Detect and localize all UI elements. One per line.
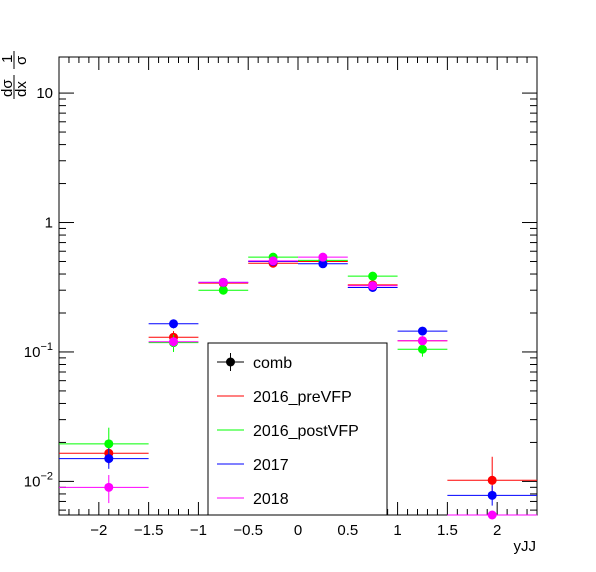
y-tick-label-base: 10 [24, 344, 41, 361]
y-axis-title: 1 σ dσ dx [0, 51, 30, 99]
legend-marker [226, 357, 235, 367]
data-point [169, 337, 179, 347]
series-2018 [59, 252, 537, 520]
data-point [104, 439, 114, 449]
y-tick-label: 10−2 [24, 470, 53, 490]
data-point [417, 344, 427, 354]
legend-label: 2016_preVFP [253, 389, 352, 406]
x-tick-label: −1.5 [134, 522, 164, 539]
x-tick-label: −2 [90, 522, 107, 539]
data-point [104, 454, 114, 464]
x-tick-label: 1 [393, 522, 401, 539]
data-point [417, 326, 427, 336]
x-tick-label: −0.5 [233, 522, 263, 539]
x-tick-label: 0.5 [337, 522, 358, 539]
x-tick-label: 0 [294, 522, 302, 539]
y-tick-label: 1 [45, 215, 53, 232]
y-tick-label-base: 10 [36, 85, 53, 102]
y-axis-title-dsigma: dσ [0, 79, 16, 97]
legend-label: 2016_postVFP [253, 423, 359, 440]
legend-label: 2017 [253, 457, 289, 474]
x-tick-label: 1.5 [437, 522, 458, 539]
x-tick-label: 2 [493, 522, 501, 539]
data-point [368, 281, 378, 291]
data-point [218, 285, 228, 295]
y-axis-title-dx: dx [13, 81, 30, 97]
y-tick-label-exponent: −2 [40, 470, 53, 482]
data-point [487, 490, 497, 500]
data-point [318, 259, 328, 269]
legend-box [207, 342, 388, 516]
x-tick-label: −1 [190, 522, 207, 539]
data-point [104, 482, 114, 492]
data-point [487, 475, 497, 485]
x-axis-title: yJJ [514, 538, 537, 555]
y-tick-label-base: 10 [24, 473, 41, 490]
y-axis-title-denominator: σ [13, 55, 30, 65]
legend-label: comb [253, 355, 292, 372]
data-point [487, 510, 497, 520]
legend-label: 2018 [253, 491, 289, 508]
data-point [368, 271, 378, 281]
y-tick-label-exponent: −1 [40, 341, 53, 353]
y-tick-label: 10−1 [24, 341, 53, 361]
data-point [268, 256, 278, 266]
data-point [169, 319, 179, 329]
data-point [218, 277, 228, 287]
legend: comb 2016_preVFP 2016_postVFP 2017 2018 [207, 342, 388, 516]
y-tick-label: 10 [36, 85, 53, 102]
y-tick-label-base: 1 [45, 215, 53, 232]
y-axis-title-numerator: 1 [0, 55, 16, 63]
data-layer [59, 252, 537, 520]
data-point [318, 252, 328, 262]
data-point [417, 336, 427, 346]
